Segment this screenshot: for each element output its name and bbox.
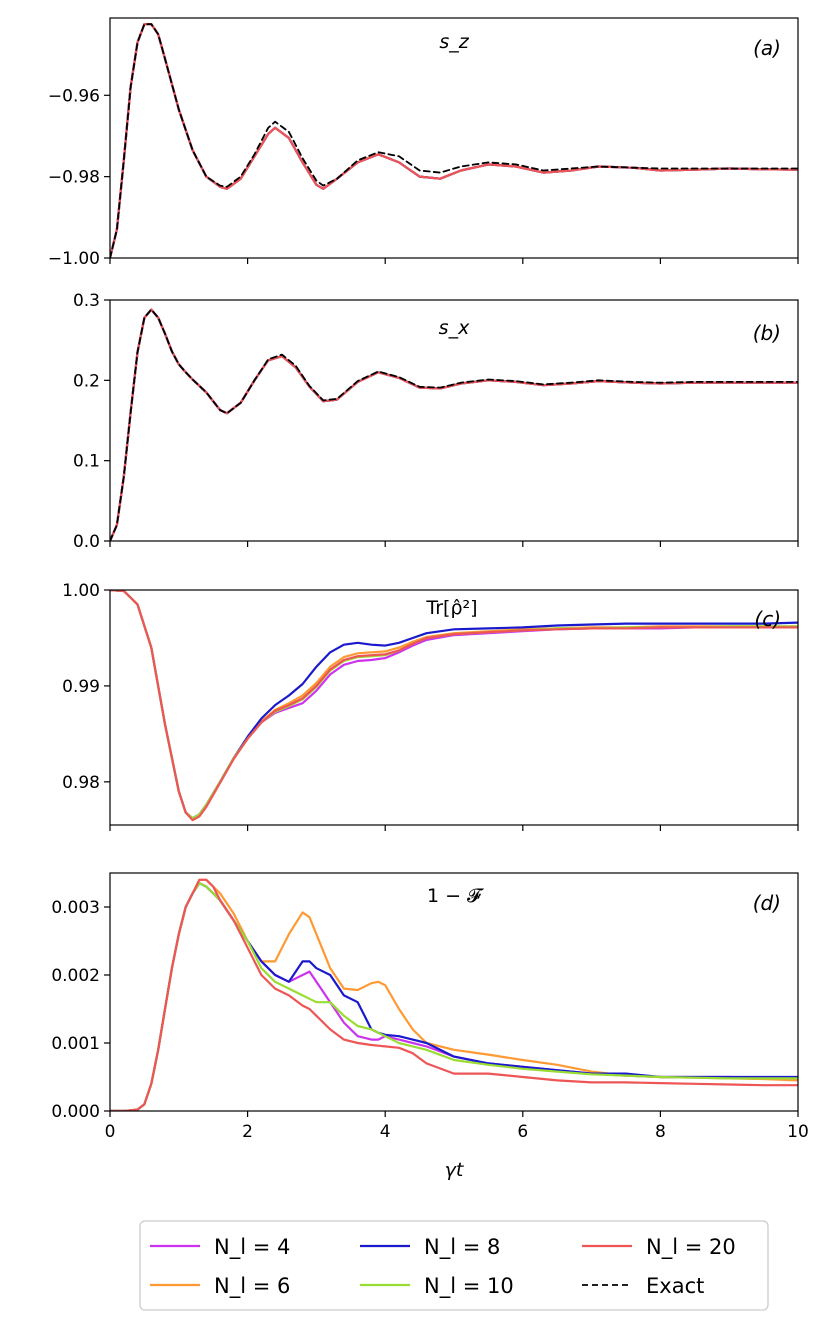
panel-b-label: (b)	[753, 321, 781, 345]
y-tick-label-panel-d: 0.003	[51, 898, 100, 918]
x-tick-label: 6	[517, 1122, 528, 1142]
panel-b-title: s_x	[439, 317, 470, 339]
panel-c: 0.98 0.99 1.00 Tr[ρ̂²] (c)	[62, 581, 799, 831]
y-tick-label-panel-a: −1.00	[48, 249, 100, 269]
y-tick-label-panel-b: 0.2	[73, 371, 100, 391]
y-tick-label-panel-a: −0.96	[48, 86, 100, 106]
panel-c-frame	[109, 589, 799, 826]
y-tick-label-panel-c: 0.98	[62, 773, 100, 793]
y-tick-label-panel-c: 1.00	[62, 581, 100, 601]
panel-b-frame	[109, 299, 799, 542]
x-tick-label: 8	[655, 1122, 666, 1142]
legend-label-exact: Exact	[646, 1274, 704, 1298]
legend-label-N4: N_l = 4	[214, 1235, 290, 1260]
legend-label-N6: N_l = 6	[214, 1274, 290, 1299]
y-tick-label-panel-c: 0.99	[62, 677, 100, 697]
panel-a-frame	[109, 17, 799, 259]
panel-d: 0 2 4 6 8 10 0.000 0.001 0.002 0.003 1 − 𝓕 (d)	[51, 872, 809, 1142]
panel-d-frame	[109, 872, 799, 1112]
y-tick-label-panel-b: 0.3	[73, 291, 100, 311]
series-N20-panel-c	[110, 590, 798, 822]
panel-a-title: s_z	[439, 31, 469, 53]
legend-label-N8: N_l = 8	[424, 1235, 500, 1260]
x-tick-label: 4	[380, 1122, 391, 1142]
y-tick-label-panel-d: 0.000	[51, 1102, 100, 1122]
panel-d-label: (d)	[753, 891, 781, 915]
series-N20-panel-d	[110, 878, 798, 1111]
panel-a-label: (a)	[753, 36, 781, 60]
y-tick-label-panel-b: 0.1	[73, 452, 100, 472]
y-tick-label-panel-d: 0.001	[51, 1034, 100, 1054]
legend: N_l = 4 N_l = 6 N_l = 8 N_l = 10 N_l = 20 Exa…	[139, 1220, 769, 1311]
panel-c-title: Tr[ρ̂²]	[425, 597, 477, 619]
y-tick-label-panel-a: −0.98	[48, 168, 100, 188]
legend-label-N20: N_l = 20	[646, 1235, 736, 1260]
y-tick-label-panel-b: 0.0	[73, 532, 100, 552]
x-tick-label: 2	[242, 1122, 253, 1142]
panel-c-label: (c)	[754, 607, 781, 631]
legend-box	[139, 1220, 769, 1311]
panel-b: 0.0 0.1 0.2 0.3 s_x (b)	[73, 291, 799, 552]
panel-a: −1.00 −0.98 −0.96 s_z (a)	[48, 17, 799, 269]
series-exact-panel-a	[110, 23, 798, 258]
x-axis-label: γt	[445, 1159, 465, 1181]
legend-label-N10: N_l = 10	[424, 1274, 514, 1299]
x-tick-label: 10	[787, 1122, 809, 1142]
x-tick-label: 0	[105, 1122, 116, 1142]
panel-d-title: 1 − 𝓕	[427, 885, 485, 907]
series-exact-panel-b	[110, 308, 798, 541]
y-tick-label-panel-d: 0.002	[51, 966, 100, 986]
